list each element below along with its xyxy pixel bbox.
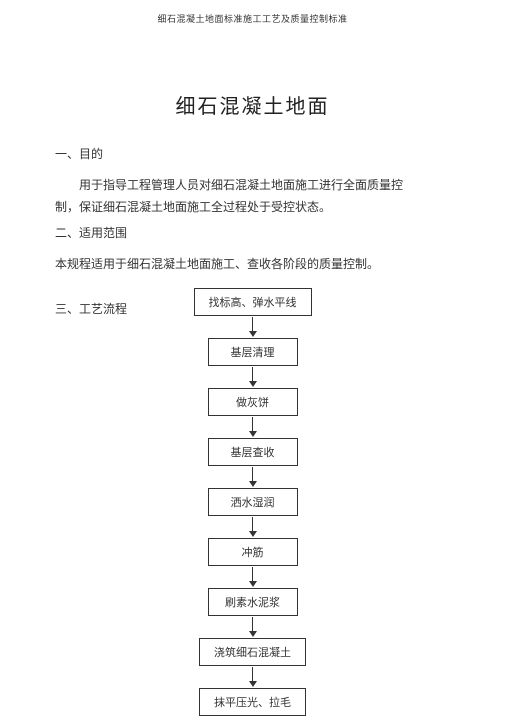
flow-arrow-icon xyxy=(249,316,257,338)
flow-step-4: 基层查收 xyxy=(208,438,298,466)
flow-arrow-icon xyxy=(249,416,257,438)
flow-step-1: 找标高、弹水平线 xyxy=(194,288,312,316)
flow-arrow-icon xyxy=(249,366,257,388)
flow-arrow-icon xyxy=(249,566,257,588)
section-2-heading: 二、适用范围 xyxy=(55,223,450,245)
flow-step-3: 做灰饼 xyxy=(208,388,298,416)
flowchart: 找标高、弹水平线 基层清理 做灰饼 基层查收 洒水湿润 冲筋 刷 xyxy=(0,288,505,716)
main-title: 细石混凝土地面 xyxy=(0,90,505,119)
flow-step-6: 冲筋 xyxy=(208,538,298,566)
flow-arrow-icon xyxy=(249,666,257,688)
header-text: 细石混凝土地面标准施工工艺及质量控制标准 xyxy=(157,14,347,24)
flow-step-2: 基层清理 xyxy=(208,338,298,366)
flow-arrow-icon xyxy=(249,466,257,488)
content-body: 一、目的 用于指导工程管理人员对细石混凝土地面施工进行全面质量控 制，保证细石混… xyxy=(0,144,505,276)
flow-arrow-icon xyxy=(249,616,257,638)
section-3-heading: 三、工艺流程 xyxy=(55,300,127,317)
flow-step-9: 抹平压光、拉毛 xyxy=(199,688,306,716)
flow-section: 三、工艺流程 找标高、弹水平线 基层清理 做灰饼 基层查收 洒水湿润 冲筋 xyxy=(0,288,505,716)
flow-step-7: 刷素水泥浆 xyxy=(208,588,298,616)
page-header: 细石混凝土地面标准施工工艺及质量控制标准 xyxy=(0,0,505,25)
section-1-para1: 用于指导工程管理人员对细石混凝土地面施工进行全面质量控 xyxy=(55,174,450,197)
flow-step-8: 浇筑细石混凝土 xyxy=(199,638,306,666)
section-1-heading: 一、目的 xyxy=(55,144,450,166)
section-1-para2: 制，保证细石混凝土地面施工全过程处于受控状态。 xyxy=(55,196,450,219)
flow-arrow-icon xyxy=(249,516,257,538)
flow-step-5: 洒水湿润 xyxy=(208,488,298,516)
section-2-para: 本规程适用于细石混凝土地面施工、查收各阶段的质量控制。 xyxy=(55,253,450,276)
